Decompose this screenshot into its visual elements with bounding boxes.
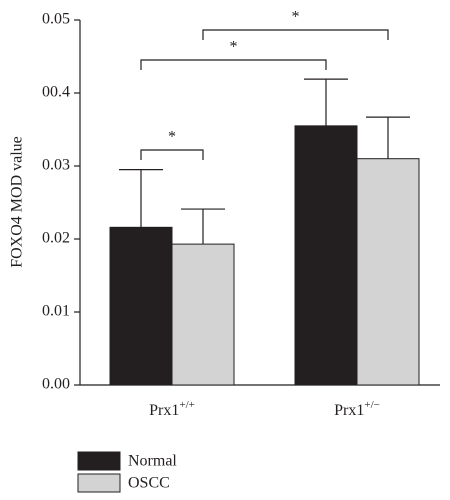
bar <box>109 226 173 386</box>
y-tick-label: 0.01 <box>42 303 70 320</box>
significance-label: * <box>230 39 238 56</box>
significance-bracket <box>202 29 389 40</box>
y-tick-label: 0.02 <box>42 230 70 247</box>
legend-swatch <box>77 473 121 493</box>
x-tick-label: Prx1+/− <box>334 399 380 419</box>
significance-label: * <box>292 9 300 26</box>
legend-label: Normal <box>128 453 177 470</box>
significance-label: * <box>168 129 176 146</box>
bar <box>171 243 235 386</box>
y-axis-label: FOXO4 MOD value <box>9 136 26 268</box>
y-tick-label: 0.05 <box>42 11 70 28</box>
bar <box>294 125 358 386</box>
y-tick-label: 0.00 <box>42 376 70 393</box>
bar <box>356 158 420 386</box>
y-tick-label: 0.03 <box>42 157 70 174</box>
legend-label: OSCC <box>128 475 170 492</box>
significance-bracket <box>140 149 204 160</box>
x-tick-label: Prx1+/+ <box>149 399 195 419</box>
significance-bracket <box>140 59 327 70</box>
legend-swatch <box>77 451 121 471</box>
y-tick-label: 00.4 <box>42 84 70 101</box>
